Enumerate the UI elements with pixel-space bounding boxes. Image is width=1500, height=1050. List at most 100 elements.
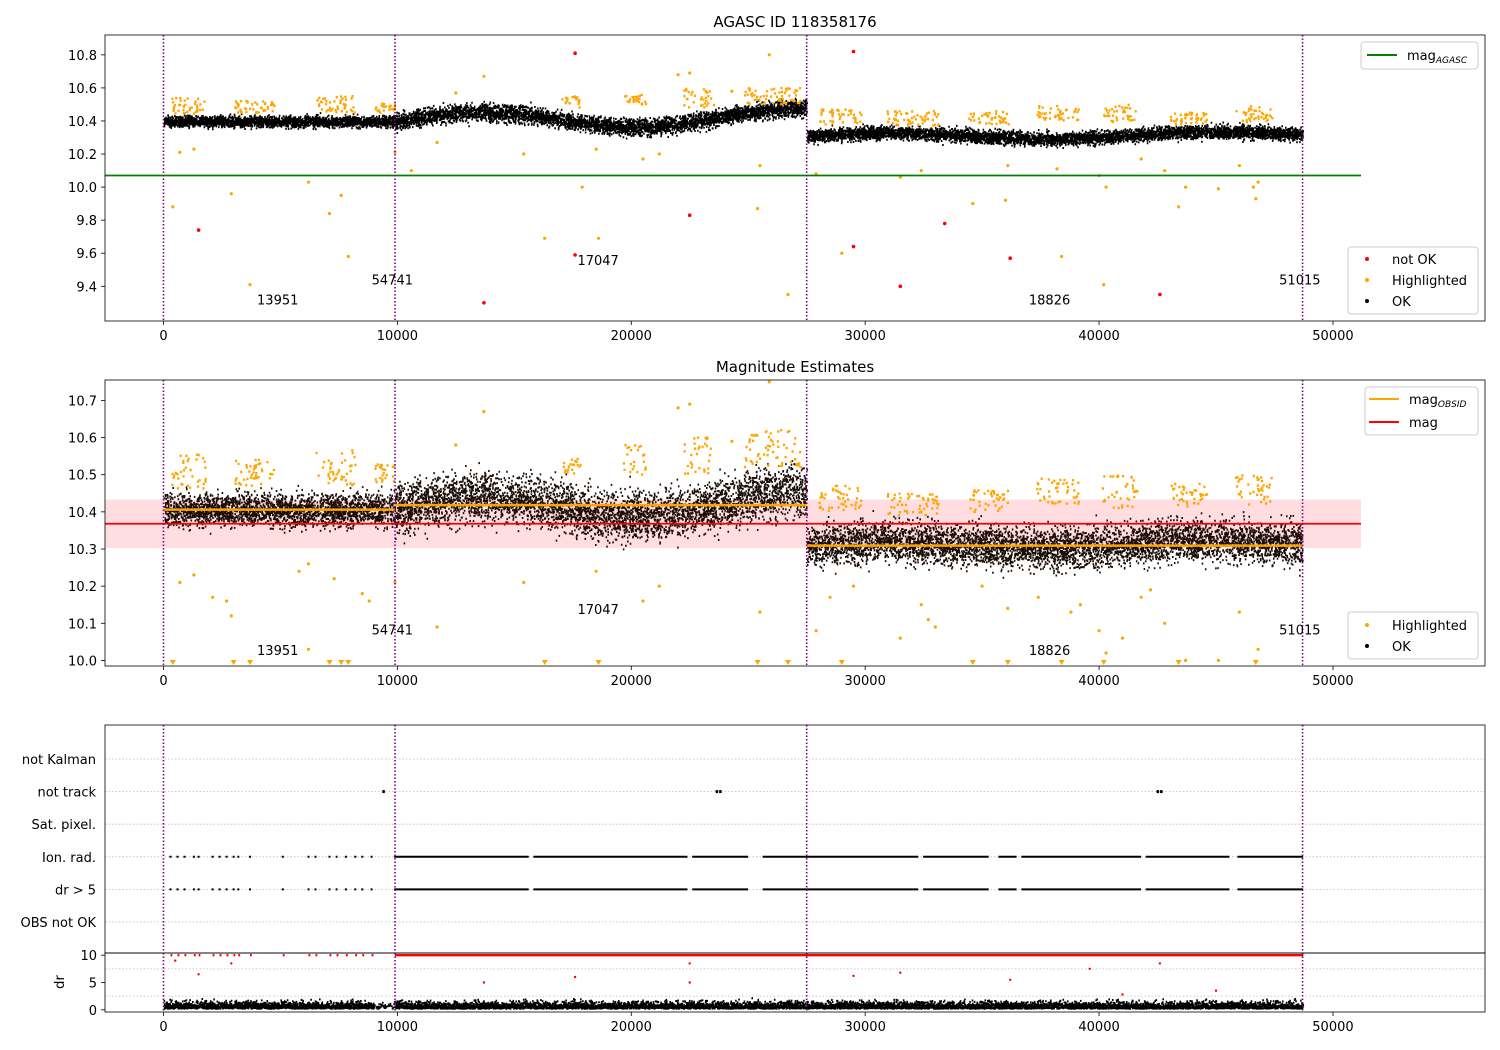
top-legend-item-label: Highlighted	[1392, 274, 1467, 289]
top-ytick-label: 9.4	[76, 280, 97, 295]
dr-red-point	[1088, 967, 1091, 970]
middle-ytick-label: 10.1	[68, 617, 97, 632]
middle-ok-points	[163, 458, 1304, 579]
middle-highlighted-point	[851, 584, 856, 588]
dr-red-point	[1121, 993, 1124, 996]
middle-xtick-label: 50000	[1312, 674, 1353, 689]
middle-legend-item-swatch	[1365, 623, 1369, 627]
top-highlighted-point	[657, 152, 661, 156]
top-highlighted-point	[1055, 167, 1059, 171]
middle-clipped-marker	[326, 660, 333, 665]
top-highlighted-point	[580, 185, 584, 189]
top-title: AGASC ID 118358176	[713, 13, 876, 31]
top-highlighted-point	[840, 251, 844, 255]
top-highlighted-point	[1254, 197, 1258, 201]
middle-highlighted-point	[933, 625, 937, 629]
middle-legend-item-label: Highlighted	[1392, 619, 1467, 634]
dr-red-point	[852, 974, 855, 978]
top-legend-item-label: OK	[1392, 295, 1411, 310]
middle-xtick-label: 30000	[844, 674, 885, 689]
middle-highlighted-point	[1006, 606, 1010, 611]
top-highlighted-point	[327, 211, 332, 216]
middle-obs-label: 54741	[372, 623, 413, 638]
middle-ytick-label: 10.7	[68, 394, 97, 409]
middle-obs-label: 13951	[257, 644, 298, 659]
top-highlighted-point	[346, 254, 350, 259]
top-highlighted-point	[339, 193, 343, 197]
middle-highlighted-point	[814, 629, 818, 633]
dr-xtick-label: 20000	[611, 1020, 652, 1035]
middle-clipped-marker	[1058, 660, 1065, 665]
middle-obs-label: 17047	[577, 603, 618, 618]
middle-highlighted-point	[1216, 658, 1220, 663]
flags-row-label: OBS not OK	[21, 916, 97, 931]
top-not-ok-point	[851, 49, 856, 54]
flags-not-track-point	[1156, 790, 1160, 794]
middle-ytick-label: 10.4	[68, 506, 97, 521]
middle-legend-item-swatch	[1365, 644, 1369, 648]
middle-clipped-marker	[969, 660, 976, 665]
top-not-ok-point	[1158, 292, 1162, 297]
dr-red-point	[899, 971, 902, 974]
middle-highlighted-point	[225, 599, 229, 603]
dr-red-point	[1214, 989, 1218, 992]
middle-highlighted-point	[1256, 647, 1260, 651]
middle-highlighted-cluster	[171, 429, 1273, 517]
dr-red-point	[230, 962, 233, 965]
top-not-ok-point	[851, 244, 856, 249]
middle-highlighted-point	[1139, 595, 1143, 599]
top-highlighted-point	[1003, 198, 1008, 202]
flags-row-label: Sat. pixel.	[32, 818, 96, 833]
middle-clipped-marker	[838, 660, 845, 665]
top-highlighted-point	[409, 169, 413, 173]
top-obs-label: 51015	[1279, 274, 1320, 289]
middle-highlighted-point	[657, 584, 661, 588]
top-highlighted-point	[522, 152, 526, 156]
top-legend-item-swatch	[1365, 299, 1369, 303]
dr-ytick-label: 0	[89, 1004, 97, 1019]
dr-ytick-label: 10	[80, 949, 97, 964]
top-not-ok-point	[196, 228, 201, 232]
top-not-ok-point	[573, 253, 577, 257]
middle-clipped-marker	[1004, 660, 1011, 665]
flags-row-label: Ion. rad.	[42, 851, 96, 866]
top-xtick-label: 40000	[1078, 329, 1119, 344]
top-legend-item-swatch	[1365, 278, 1369, 282]
middle-highlighted-point	[926, 618, 930, 622]
top-ok-points	[163, 97, 1304, 149]
middle-highlighted-point	[1163, 621, 1167, 625]
top-highlighted-point	[1006, 164, 1010, 168]
top-highlighted-point	[1184, 185, 1188, 189]
top-xtick-label: 20000	[611, 329, 652, 344]
top-not-ok-point	[573, 51, 577, 55]
middle-highlighted-point	[594, 569, 598, 573]
flags-not-track-point	[1160, 790, 1163, 794]
middle-ytick-label: 10.5	[68, 469, 97, 484]
middle-ytick-label: 10.0	[68, 654, 97, 669]
dr-xtick-label: 40000	[1078, 1020, 1119, 1035]
top-highlighted-point	[1256, 180, 1260, 184]
middle-highlighted-point	[211, 595, 215, 599]
top-highlighted-point	[178, 150, 182, 154]
top-legend-lower	[1347, 246, 1479, 315]
top-xtick-label: 50000	[1312, 329, 1353, 344]
middle-highlighted-point	[306, 647, 311, 651]
clip-mid-group	[105, 380, 1362, 666]
middle-highlighted-point	[828, 595, 832, 599]
dr-clipped-points	[170, 954, 1304, 957]
top-highlighted-point	[786, 292, 790, 297]
dr-red-point	[573, 975, 577, 979]
top-highlighted-point	[1251, 185, 1255, 189]
flags-row-label: dr > 5	[55, 883, 96, 898]
middle-highlighted-point	[435, 625, 439, 629]
middle-clipped-marker	[1175, 660, 1182, 665]
middle-highlighted-point	[1237, 610, 1241, 614]
middle-highlighted-point	[360, 592, 364, 596]
top-ytick-label: 10.8	[68, 49, 97, 64]
middle-clipped-marker	[338, 660, 345, 665]
middle-xtick-label: 0	[159, 674, 167, 689]
middle-highlighted-point	[1036, 595, 1040, 599]
dr-red-point	[1009, 978, 1012, 981]
middle-highlighted-point	[980, 584, 984, 588]
middle-highlighted-point	[898, 636, 902, 640]
